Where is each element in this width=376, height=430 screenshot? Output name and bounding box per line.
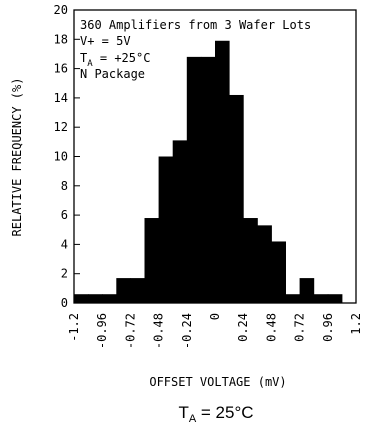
annotation-line-3-rest: = +25°C xyxy=(93,51,151,65)
y-axis-ticks: 0 2 4 6 8 10 12 14 16 18 20 xyxy=(54,3,80,310)
y-tick-label-3: 6 xyxy=(61,208,68,222)
x-tick-label-10: 1.2 xyxy=(349,313,363,335)
histogram-bar-12 xyxy=(243,218,258,303)
x-tick-label-3: -0.48 xyxy=(152,313,166,349)
y-tick-label-4: 8 xyxy=(61,179,68,193)
x-tick-label-8: 0.72 xyxy=(293,313,307,342)
x-tick-label-1: -0.96 xyxy=(95,313,109,349)
x-axis-ticks: -1.2 -0.96 -0.72 -0.48 -0.24 0 0.24 0.48 0.72 0.9… xyxy=(67,297,363,349)
histogram-bar-7 xyxy=(172,140,188,303)
y-tick-label-5: 10 xyxy=(54,150,68,164)
x-tick-label-6: 0.24 xyxy=(236,313,250,342)
annotation-line-3: TA = +25°C xyxy=(80,51,150,69)
annotation-line-3-sub: A xyxy=(87,59,93,69)
y-axis-label: RELATIVE FREQUENCY (%) xyxy=(10,78,24,237)
annotation-line-2: V+ = 5V xyxy=(80,34,131,48)
annotation-line-4: N Package xyxy=(80,67,145,81)
histogram-bar-4 xyxy=(130,278,145,303)
y-tick-label-9: 18 xyxy=(54,32,68,46)
caption-rest: = 25°C xyxy=(196,403,253,422)
x-tick-label-2: -0.72 xyxy=(123,313,137,349)
histogram-bar-18 xyxy=(327,294,343,303)
x-tick-label-0: -1.2 xyxy=(67,313,81,342)
x-tick-label-7: 0.48 xyxy=(264,313,278,342)
histogram-bar-8 xyxy=(186,56,202,303)
y-tick-label-6: 12 xyxy=(54,120,68,134)
histogram-bar-2 xyxy=(102,294,117,303)
histogram-bar-13 xyxy=(257,225,272,303)
histogram-bar-3 xyxy=(116,278,131,303)
x-axis-label: OFFSET VOLTAGE (mV) xyxy=(149,375,286,389)
y-tick-label-2: 4 xyxy=(61,237,68,251)
y-tick-label-7: 14 xyxy=(54,91,68,105)
histogram-bar-16 xyxy=(299,278,315,303)
histogram-bar-14 xyxy=(271,241,286,303)
histogram-bar-11 xyxy=(229,94,244,303)
y-tick-label-0: 0 xyxy=(61,296,68,310)
chart-caption: TA = 25°C xyxy=(178,403,253,425)
x-tick-label-4: -0.24 xyxy=(180,313,194,349)
histogram-bar-10 xyxy=(215,40,230,303)
histogram-bar-1 xyxy=(88,294,103,303)
bars-group xyxy=(74,40,343,303)
histogram-bar-17 xyxy=(313,294,329,303)
histogram-bar-5 xyxy=(144,218,160,303)
annotation-line-3-main: T xyxy=(80,51,87,65)
histogram-bar-9 xyxy=(200,56,216,303)
histogram-bar-0 xyxy=(74,294,89,303)
x-tick-label-9: 0.96 xyxy=(321,313,335,342)
y-tick-label-8: 16 xyxy=(54,62,68,76)
y-tick-label-1: 2 xyxy=(61,267,68,281)
y-tick-label-10: 20 xyxy=(54,3,68,17)
annotation-line-1: 360 Amplifiers from 3 Wafer Lots xyxy=(80,18,311,32)
histogram-bar-15 xyxy=(285,294,301,303)
histogram-bar-6 xyxy=(158,156,174,303)
annotation-block: 360 Amplifiers from 3 Wafer Lots V+ = 5V… xyxy=(80,18,311,81)
caption-sub: A xyxy=(189,413,197,425)
caption-main: T xyxy=(178,403,188,422)
x-tick-label-5: 0 xyxy=(208,313,222,320)
